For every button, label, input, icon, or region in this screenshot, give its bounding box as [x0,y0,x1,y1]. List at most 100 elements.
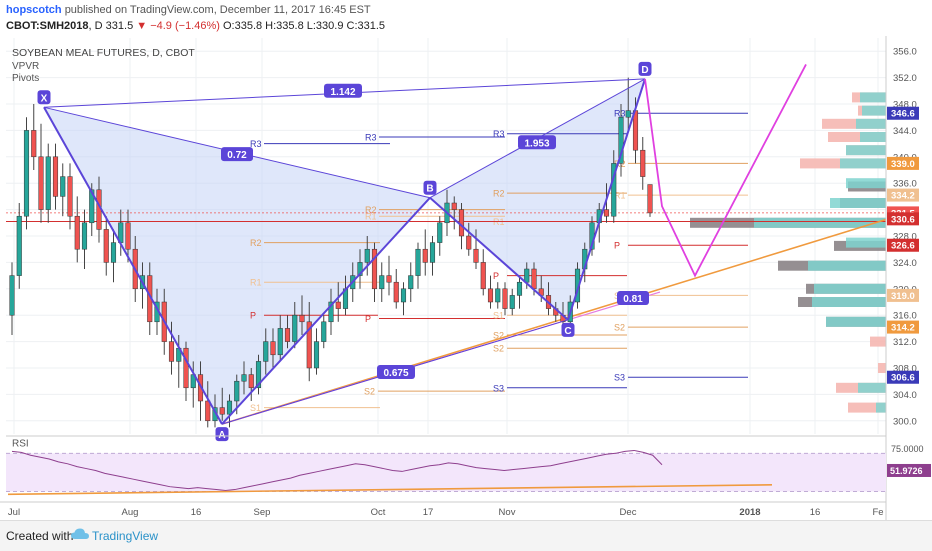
price-marker-1: 339.0 [891,159,915,170]
indicator-label-0: VPVR [12,61,39,72]
pivot-label-11: S2 [493,331,504,341]
candle-body-68 [502,288,508,309]
vpvr-bar-17 [848,402,886,413]
pattern-leg-3 [567,78,646,321]
price-marker-box-7 [887,320,919,334]
y-tick-12: 348.0 [893,100,917,111]
candle-body-2 [23,130,30,217]
y-tick-9: 336.0 [893,179,917,190]
pivot-label-3: P [250,311,256,321]
vpvr-bar-teal-10 [808,260,886,271]
candle-body-38 [284,328,291,342]
candle-body-50 [371,248,378,290]
vpvr-bar-teal-15 [858,382,886,393]
candle-body-61 [451,202,457,210]
ratio-label-4: 0.81 [623,294,643,305]
candle-body-53 [393,281,399,303]
x-tick-9: 16 [810,507,821,518]
candle-body-33 [248,374,254,389]
vpvr-bar-14 [870,336,886,347]
pattern-leg-0 [43,106,223,425]
pattern-fill-bcd [430,78,645,320]
vpvr-bar-15 [878,363,886,373]
pivot-label-10: S3 [493,383,504,393]
candle-body-85 [625,110,631,118]
candle-body-65 [480,262,486,290]
ratio-label-0: 1.142 [330,87,355,98]
candle-body-72 [531,268,537,290]
ratio-label-3: 0.675 [383,368,408,379]
author-link[interactable]: hopscotch [6,4,62,16]
candle-body-88 [647,184,653,214]
candle-body-62 [458,209,465,237]
pivot-label-21: P [614,241,620,251]
vpvr-bar-2 [822,118,886,129]
tradingview-cloud-icon [71,528,89,539]
pivot-label-8: R1 [365,212,377,222]
point-label-x: X [41,93,48,104]
pattern-leg-1 [221,197,431,425]
trendline-orange [221,218,887,425]
pivot-label-7: R2 [365,205,377,215]
candle-body-40 [299,314,305,323]
tradingview-brand[interactable]: TradingView [92,529,159,543]
candle-body-45 [335,301,341,309]
y-tick-11: 344.0 [893,126,917,137]
pivot-label-9: P [365,314,371,324]
x-tick-6: Nov [499,507,516,518]
candle-body-54 [400,288,407,303]
candle-body-43 [321,321,327,342]
candle-body-37 [277,328,283,356]
price-marker-2: 334.2 [891,191,915,202]
candle-body-56 [415,248,421,276]
y-tick-6: 324.0 [893,258,917,269]
candle-body-71 [524,268,530,283]
candle-body-58 [429,242,436,263]
price-marker-5: 326.6 [891,241,915,252]
x-tick-3: Sep [254,507,271,518]
candle-body-87 [640,149,646,177]
price-marker-box-5 [887,238,919,252]
point-label-c: C [564,326,571,337]
chart-area[interactable]: R3R2R1PS1S2R3R2R1PS3S2R3R2R1PS1S2R3R2R1P… [0,36,932,520]
candle-body-4 [38,156,44,210]
vpvr-bar-teal-14 [876,402,886,413]
price-marker-6: 319.0 [891,291,915,302]
candle-body-29 [219,407,225,415]
y-tick-1: 304.0 [893,390,917,401]
footer: Created with TradingView [0,520,932,551]
vpvr-bar-teal-1 [862,105,886,116]
vpvr-bar-teal-0 [860,92,886,103]
price-change: ▼ −4.9 (−1.46%) [136,20,220,32]
rsi-label: RSI [12,439,29,450]
candle-body-67 [495,288,501,303]
pivot-label-24: S3 [614,373,625,383]
projection-path [644,63,807,278]
candle-body-59 [437,222,443,243]
interval: D [94,20,103,32]
candle-body-32 [241,374,247,382]
candle-body-3 [31,130,37,158]
x-tick-1: Aug [122,507,139,518]
pivot-label-15: P [493,271,499,281]
ratio-box-1 [221,147,253,162]
candle-body-6 [52,156,59,197]
vpvr-bar-teal-5 [840,158,886,169]
price-marker-box-4 [887,212,919,226]
chart-title: SOYBEAN MEAL FUTURES, D, CBOT [12,47,195,59]
candle-body-42 [313,341,320,369]
price-marker-box-2 [887,188,919,202]
ratio-box-2 [518,135,556,150]
y-tick-3: 312.0 [893,337,917,348]
candle-body-70 [516,281,523,296]
y-tick-14: 356.0 [893,47,917,58]
candle-body-35 [263,341,269,362]
vpvr-bar-teal-12 [812,297,886,307]
candle-body-10 [81,222,88,250]
candle-body-69 [509,295,515,309]
x-tick-2: 16 [191,507,202,518]
vpvr-bar-teal-4 [846,145,886,156]
candle-body-9 [74,215,80,250]
candle-body-27 [205,400,211,422]
price-marker-7: 314.2 [891,323,915,334]
